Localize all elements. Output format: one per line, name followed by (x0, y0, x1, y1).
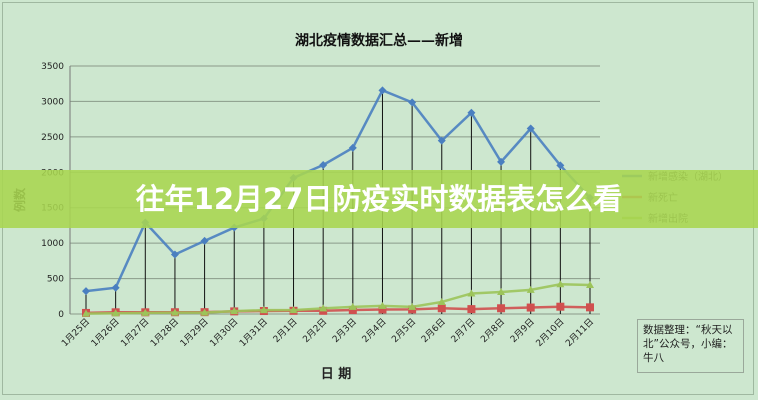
x-tick-label: 1月28日 (148, 316, 181, 349)
x-tick-label: 2月7日 (449, 316, 478, 345)
x-tick-label: 2月8日 (479, 316, 508, 345)
data-point (348, 143, 357, 152)
x-tick-label: 1月26日 (89, 316, 122, 349)
data-point (378, 301, 387, 309)
x-tick-label: 2月6日 (419, 316, 448, 345)
data-point (556, 302, 565, 311)
data-point (230, 307, 239, 315)
x-tick-label: 2月1日 (271, 316, 300, 345)
x-tick-label: 1月30日 (208, 316, 241, 349)
data-point (408, 98, 417, 107)
data-point (259, 306, 268, 314)
y-tick-label: 1000 (41, 239, 64, 249)
data-point (408, 302, 417, 310)
data-point (289, 306, 298, 314)
data-point (526, 124, 535, 133)
y-tick-label: 500 (47, 275, 64, 285)
data-point (348, 306, 357, 315)
x-tick-label: 1月27日 (119, 316, 152, 349)
x-tick-label: 2月5日 (390, 316, 419, 345)
data-point (170, 250, 179, 259)
data-point (497, 304, 506, 313)
y-tick-label: 2500 (41, 133, 64, 143)
data-point (378, 305, 387, 314)
data-point (348, 302, 357, 310)
x-tick-label: 1月31日 (237, 316, 270, 349)
x-axis-label: 日 期 (321, 367, 352, 382)
y-tick-label: 3000 (41, 97, 64, 107)
data-point (497, 157, 506, 166)
data-point (586, 303, 594, 312)
data-point (497, 288, 506, 296)
x-tick-label: 2月11日 (563, 316, 596, 349)
data-point (437, 136, 446, 145)
data-point (556, 280, 565, 288)
x-tick-label: 2月4日 (360, 316, 389, 345)
data-point (526, 303, 535, 312)
source-note: 数据整理：“秋天以北”公众号，小编：牛八 (637, 319, 744, 373)
data-point (319, 304, 328, 312)
data-point (467, 108, 476, 117)
data-point (556, 161, 565, 170)
x-tick-label: 2月3日 (330, 316, 359, 345)
data-point (200, 236, 209, 245)
data-point (586, 280, 594, 288)
x-tick-label: 2月10日 (534, 316, 567, 349)
data-point (200, 308, 209, 316)
y-tick-label: 3500 (41, 62, 64, 72)
data-point (378, 86, 387, 95)
banner-title: 往年12月27日防疫实时数据表怎么看 (135, 182, 623, 216)
series-line-2 (85, 282, 591, 315)
x-tick-label: 2月9日 (508, 316, 537, 345)
x-tick-label: 1月29日 (178, 316, 211, 349)
data-point (111, 283, 120, 292)
banner (0, 170, 758, 228)
x-tick-label: 1月25日 (59, 316, 92, 349)
data-point (437, 297, 446, 305)
data-point (111, 309, 120, 317)
data-point (526, 285, 535, 293)
chart-title: 湖北疫情数据汇总——新增 (295, 32, 463, 49)
data-point (82, 287, 90, 296)
data-point (467, 305, 476, 314)
x-tick-label: 2月2日 (301, 316, 330, 345)
series-line-0 (85, 88, 591, 293)
data-point (82, 309, 90, 317)
data-point (437, 304, 446, 313)
data-point (141, 308, 150, 316)
data-point (467, 289, 476, 297)
y-tick-label: 0 (58, 310, 64, 320)
data-point (319, 160, 328, 169)
data-point (170, 308, 179, 316)
